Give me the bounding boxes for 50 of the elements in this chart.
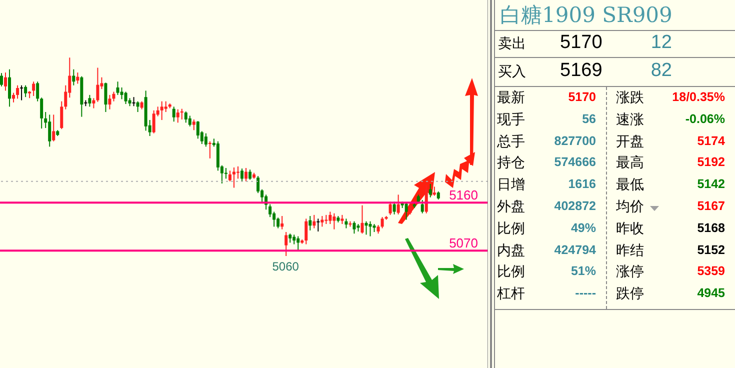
text: -0.06% — [684, 112, 725, 126]
text: 56 — [581, 112, 596, 126]
text: 现手 — [497, 110, 525, 129]
text: 持仓 — [497, 154, 525, 172]
text: 18/0.35% — [671, 90, 725, 104]
text: 5170 — [560, 32, 602, 54]
text: 开盘 — [616, 132, 644, 151]
text: 49% — [570, 220, 596, 235]
text: 昨收 — [616, 220, 644, 238]
text: 卖出 — [498, 35, 526, 53]
text: 1616 — [567, 177, 596, 192]
text: 白糖1909 SR909 — [500, 2, 672, 29]
y-tick-label: 5160 — [449, 187, 478, 202]
annotation: 5060 — [272, 260, 300, 274]
text: 比例 — [497, 263, 525, 282]
text: 5174 — [696, 134, 725, 148]
text: 12 — [650, 32, 672, 54]
text: 内盘 — [497, 242, 525, 260]
text: 外盘 — [497, 198, 525, 216]
text: 杠杆 — [497, 285, 525, 304]
text: 4945 — [696, 286, 725, 300]
text: 跌停 — [616, 285, 644, 304]
text: 涨跌 — [616, 89, 644, 107]
text: 5167 — [696, 199, 725, 213]
text: 82 — [650, 60, 672, 82]
text: 5169 — [560, 60, 602, 82]
text: 买入 — [498, 63, 526, 81]
text: 5152 — [696, 242, 725, 257]
text: 最高 — [616, 154, 644, 172]
text: 402872 — [553, 199, 596, 213]
text: ----- — [574, 286, 596, 300]
y-tick-label: 5070 — [449, 235, 478, 250]
text: 总手 — [497, 132, 525, 151]
text: 574666 — [553, 155, 596, 170]
text: 昨结 — [616, 242, 644, 260]
text: 51% — [570, 264, 596, 278]
text: 827700 — [553, 134, 596, 148]
text: 5142 — [696, 177, 725, 192]
text: 比例 — [497, 220, 525, 238]
text: 5168 — [696, 220, 725, 235]
text: 最新 — [497, 89, 525, 107]
text: 最低 — [616, 176, 644, 194]
text: 5192 — [696, 155, 725, 170]
text: 424794 — [553, 242, 596, 257]
text: 涨停 — [616, 263, 644, 282]
text: 速涨 — [616, 110, 644, 129]
text: 日增 — [497, 176, 525, 194]
text: 5170 — [567, 90, 596, 104]
text: 5359 — [696, 264, 725, 278]
text: 均价 — [616, 198, 644, 216]
